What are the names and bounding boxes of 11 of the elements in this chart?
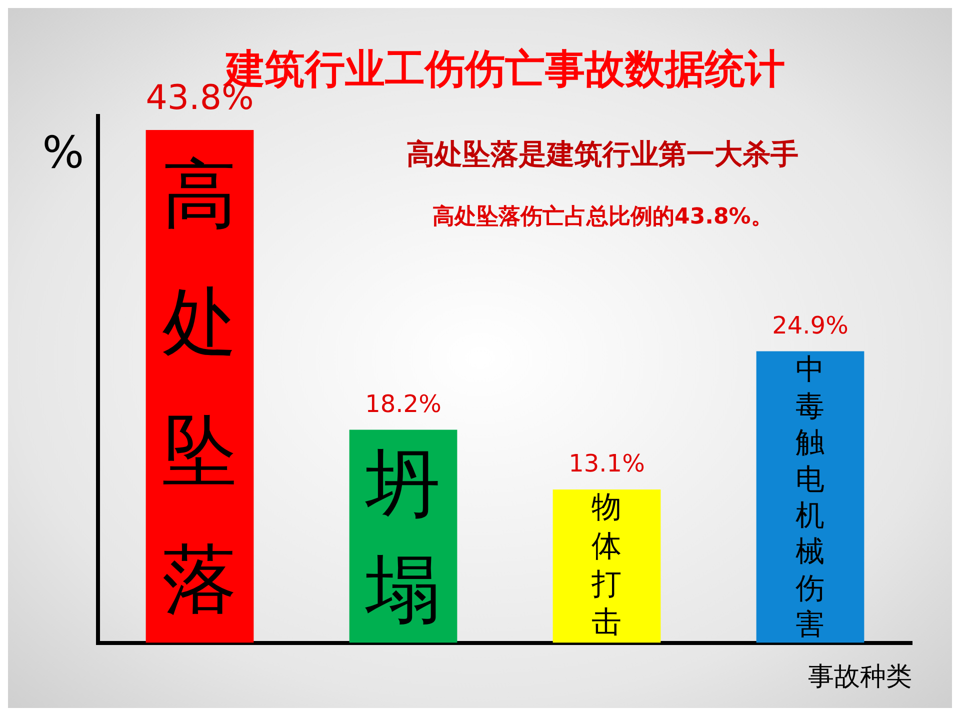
x-tick-label: 高处坠落 bbox=[146, 130, 254, 643]
annotation: 高处坠落伤亡占总比例的43.8%。 bbox=[432, 204, 773, 230]
x-tick-label: 物体打击 bbox=[552, 489, 661, 643]
y-axis-title: % bbox=[42, 127, 84, 178]
data-label: 18.2% bbox=[365, 390, 442, 418]
x-tick-label: 坍塌 bbox=[349, 430, 458, 643]
annotation: 高处坠落是建筑行业第一大杀手 bbox=[406, 137, 799, 170]
data-label: 24.9% bbox=[772, 312, 848, 340]
x-tick-label: 中毒触电机械伤害 bbox=[756, 351, 864, 643]
data-label: 13.1% bbox=[568, 450, 645, 478]
x-axis-title: 事故种类 bbox=[808, 662, 912, 692]
